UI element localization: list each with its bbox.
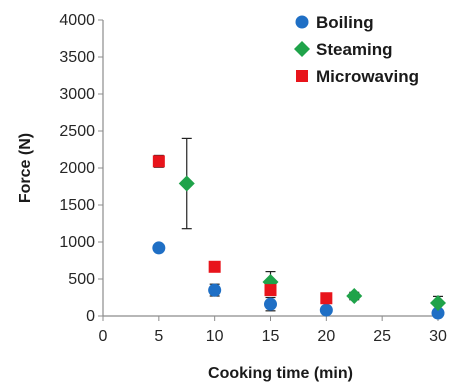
y-tick-label: 3000 — [59, 86, 95, 103]
x-tick-label: 15 — [262, 328, 280, 345]
steaming-legend-marker — [294, 41, 310, 57]
boiling-point — [152, 241, 166, 255]
microwaving-legend-marker — [296, 70, 308, 82]
x-tick-label: 5 — [154, 328, 163, 345]
boiling-legend-marker — [295, 15, 309, 29]
boiling-point — [319, 303, 333, 317]
microwaving-point — [152, 155, 165, 168]
legend-label: Microwaving — [316, 67, 419, 86]
x-tick-label: 20 — [317, 328, 335, 345]
y-tick-label: 1500 — [59, 197, 95, 214]
y-tick-label: 3500 — [59, 49, 95, 66]
y-tick-label: 2500 — [59, 123, 95, 140]
y-axis-title: Force (N) — [17, 133, 34, 203]
error-bars — [153, 137, 443, 316]
y-tick-label: 500 — [68, 271, 95, 288]
x-tick-label: 30 — [429, 328, 447, 345]
legend-label: Steaming — [316, 40, 393, 59]
data-points — [152, 155, 446, 320]
x-axis-title: Cooking time (min) — [208, 365, 353, 382]
y-tick-label: 0 — [86, 308, 95, 325]
legend: Boiling Steaming Microwaving — [294, 13, 419, 86]
y-tick-label: 2000 — [59, 160, 95, 177]
y-tick-label: 4000 — [59, 12, 95, 29]
x-axis-ticks: 0 5 10 15 20 25 30 — [99, 316, 447, 345]
boiling-point — [264, 297, 277, 311]
y-tick-label: 1000 — [59, 234, 95, 251]
x-tick-label: 0 — [99, 328, 108, 345]
microwaving-point — [320, 292, 333, 305]
y-axis-ticks: 0 500 1000 1500 2000 2500 3000 3500 4000 — [59, 12, 103, 325]
microwaving-point — [208, 260, 221, 273]
steaming-point — [430, 295, 446, 312]
x-tick-label: 25 — [373, 328, 391, 345]
legend-label: Boiling — [316, 13, 374, 32]
boiling-point — [431, 306, 445, 320]
steaming-point — [346, 288, 363, 305]
steaming-point — [178, 175, 195, 192]
microwaving-point — [264, 284, 277, 297]
x-tick-label: 10 — [206, 328, 224, 345]
boiling-point — [208, 283, 222, 297]
